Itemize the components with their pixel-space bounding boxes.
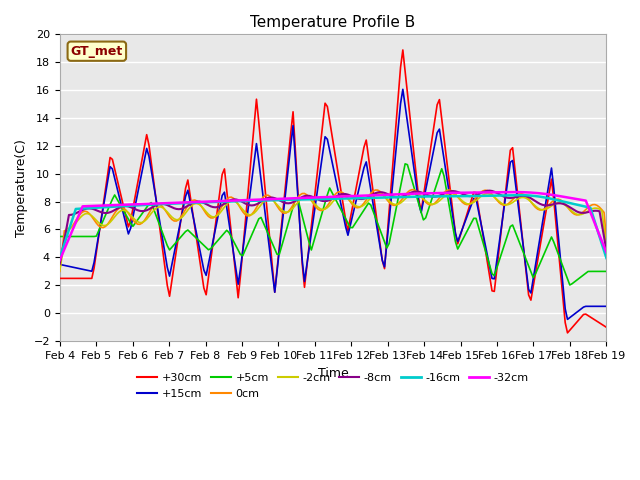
X-axis label: Time: Time xyxy=(317,367,348,380)
Text: GT_met: GT_met xyxy=(70,45,123,58)
Y-axis label: Temperature(C): Temperature(C) xyxy=(15,139,28,237)
Legend: +30cm, +15cm, +5cm, 0cm, -2cm, -8cm, -16cm, -32cm: +30cm, +15cm, +5cm, 0cm, -2cm, -8cm, -16… xyxy=(133,369,533,403)
Title: Temperature Profile B: Temperature Profile B xyxy=(250,15,416,30)
